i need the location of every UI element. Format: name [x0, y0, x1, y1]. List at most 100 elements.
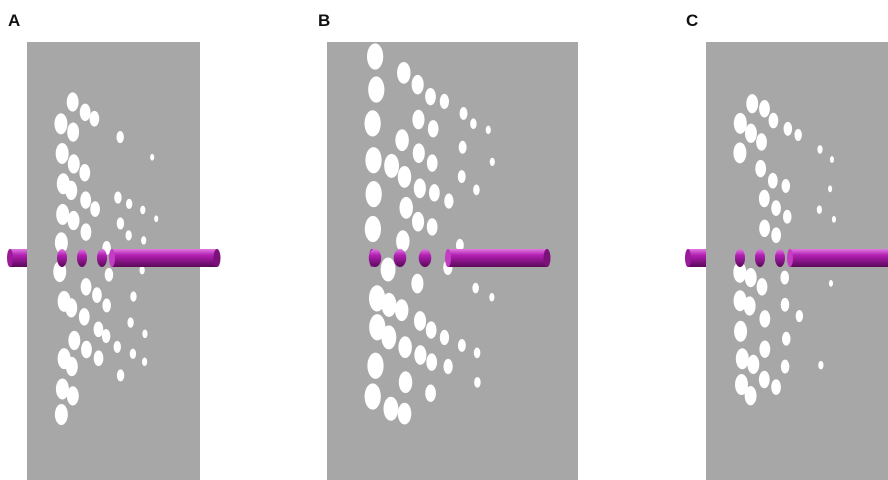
hole — [485, 125, 491, 135]
rod-stub — [10, 249, 27, 267]
hole — [130, 291, 137, 302]
hole — [150, 153, 155, 161]
hole — [733, 290, 747, 312]
hole — [396, 230, 410, 253]
hole — [443, 358, 453, 375]
hole — [54, 113, 68, 135]
hole — [383, 396, 399, 421]
hole — [735, 348, 749, 370]
hole — [780, 270, 790, 285]
rod-end — [109, 249, 115, 267]
hole — [817, 145, 823, 154]
hole — [735, 374, 749, 396]
hole — [381, 325, 397, 350]
hole — [771, 200, 781, 216]
hole — [397, 402, 412, 425]
hole — [781, 331, 791, 346]
hole — [412, 211, 425, 232]
hole — [470, 118, 477, 130]
hole — [412, 143, 425, 163]
hole — [425, 321, 437, 339]
hole — [90, 201, 100, 217]
hole — [67, 122, 80, 142]
hole — [768, 112, 779, 129]
rod-in-hole — [368, 249, 382, 267]
hole — [744, 268, 757, 288]
hole — [102, 298, 111, 313]
rod-in-hole — [735, 249, 745, 267]
hole — [142, 329, 148, 339]
hole — [828, 185, 833, 193]
hole — [66, 92, 79, 112]
hole — [54, 232, 68, 254]
hole — [759, 340, 771, 358]
hole — [794, 128, 802, 141]
hole — [439, 329, 450, 346]
hole — [756, 133, 767, 151]
hole — [758, 189, 770, 208]
hole — [457, 338, 466, 352]
hole — [368, 285, 386, 312]
rod-end — [213, 249, 221, 267]
hole — [744, 123, 757, 143]
hole — [429, 184, 440, 202]
hole — [93, 321, 104, 338]
hole — [459, 106, 468, 120]
rod-end — [445, 249, 451, 267]
hole — [127, 317, 134, 328]
hole — [426, 353, 438, 371]
hole — [759, 219, 770, 238]
hole — [380, 257, 396, 282]
hole — [54, 404, 68, 426]
hole — [79, 103, 91, 122]
hole — [104, 267, 114, 282]
rod-end — [787, 249, 793, 267]
hole — [139, 265, 145, 275]
hole — [384, 153, 400, 178]
hole — [56, 203, 70, 225]
hole — [365, 147, 382, 174]
hole — [439, 93, 450, 109]
hole — [369, 314, 386, 341]
hole — [399, 196, 413, 219]
rod-stub — [688, 249, 706, 267]
hole — [816, 205, 822, 214]
hole — [413, 311, 427, 331]
hole — [394, 299, 409, 322]
hole — [771, 227, 781, 244]
hole — [426, 218, 438, 236]
hole — [755, 159, 767, 178]
hole — [92, 287, 102, 303]
hole — [364, 110, 381, 137]
hole — [767, 172, 778, 189]
hole — [474, 376, 481, 388]
hole — [364, 383, 381, 410]
hole — [154, 215, 159, 223]
hole — [744, 386, 757, 406]
rod-in-hole — [57, 249, 67, 267]
hole — [411, 273, 424, 294]
hole — [381, 292, 397, 317]
hole — [733, 142, 747, 164]
hole — [759, 310, 771, 328]
hole — [427, 120, 439, 138]
hole — [79, 164, 91, 182]
rod — [112, 249, 217, 267]
hole — [783, 121, 793, 136]
rod — [790, 249, 888, 267]
hole — [472, 282, 479, 294]
hole — [366, 43, 384, 70]
hole — [395, 129, 409, 152]
hole — [831, 215, 837, 223]
hole — [398, 336, 412, 359]
hole — [780, 297, 790, 312]
hole — [425, 87, 436, 106]
hole — [413, 178, 426, 199]
rod-end — [543, 249, 551, 267]
hole — [80, 191, 92, 209]
hole — [747, 354, 760, 374]
hole — [140, 205, 146, 215]
hole — [818, 360, 824, 370]
hole — [68, 330, 81, 351]
